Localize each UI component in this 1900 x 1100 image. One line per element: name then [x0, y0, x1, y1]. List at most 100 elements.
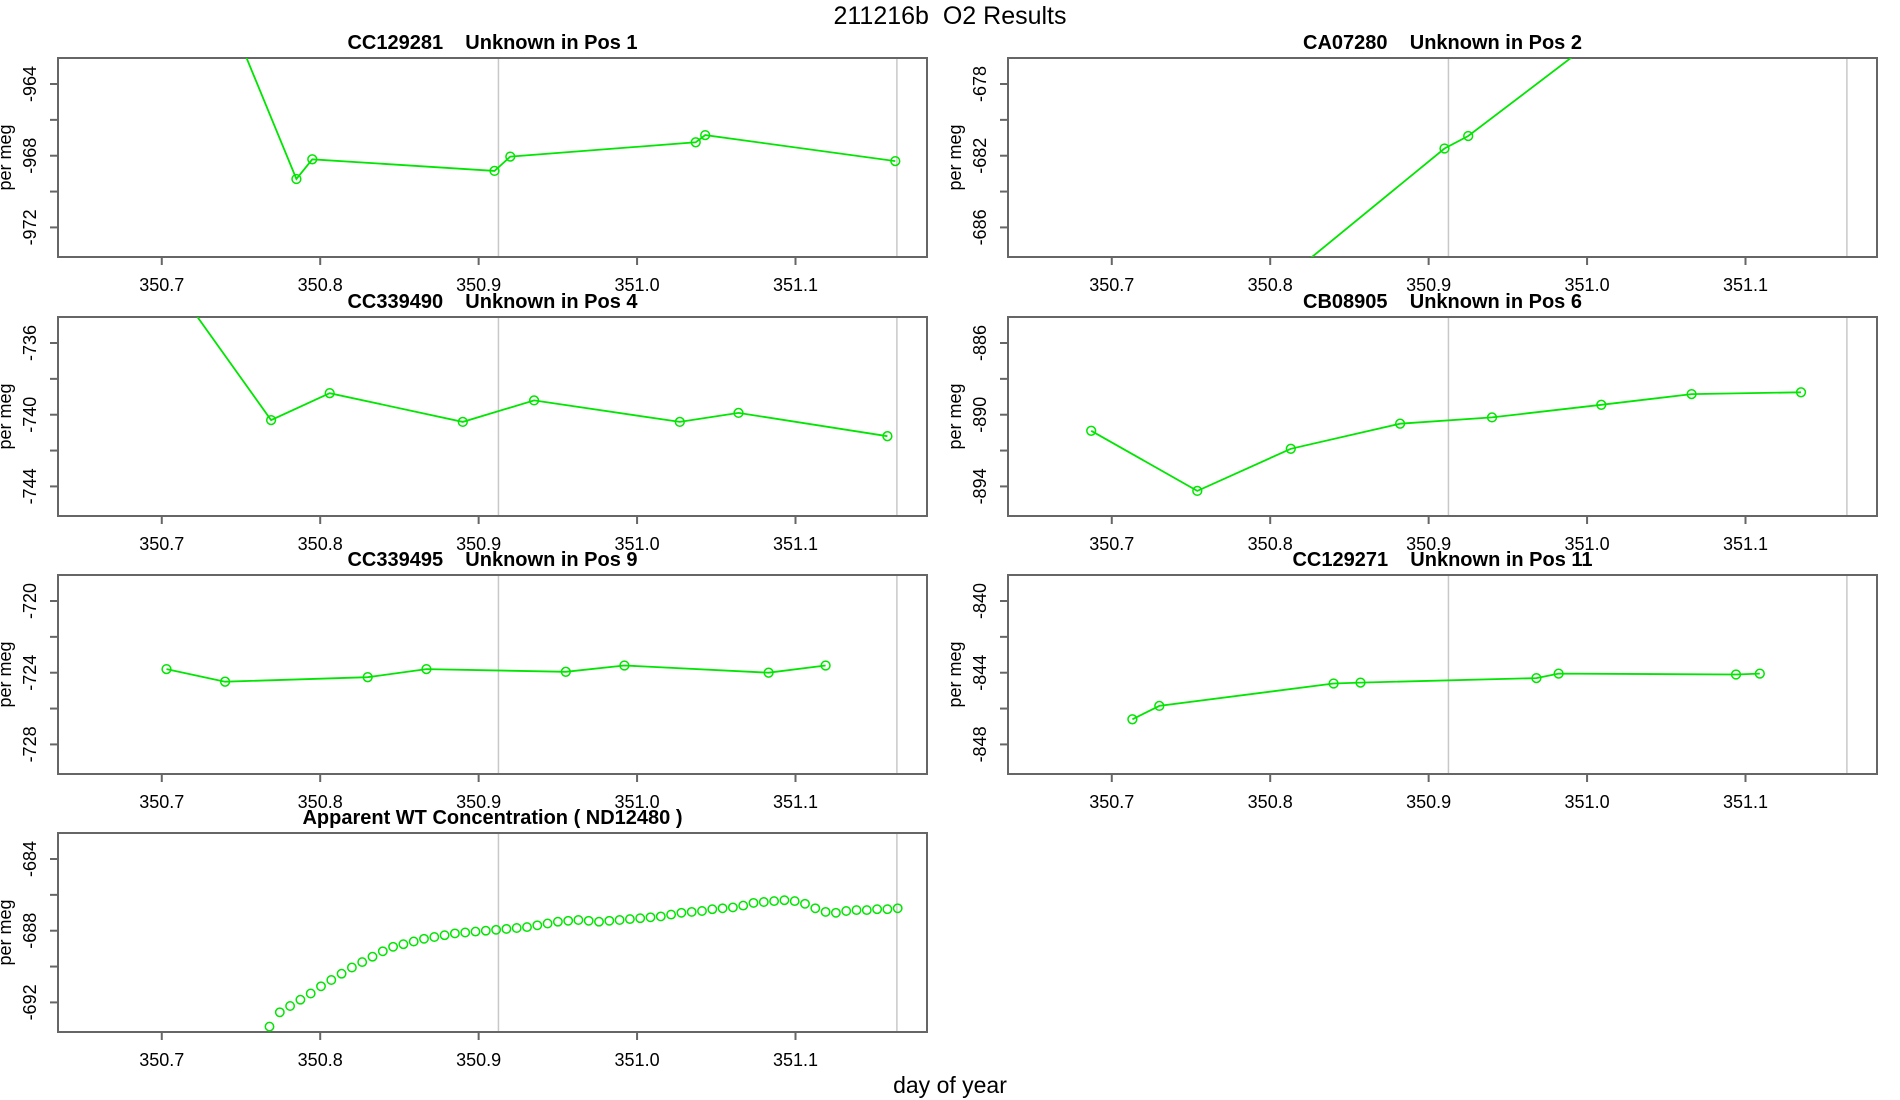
- plot-box: [1007, 57, 1878, 258]
- data-point-marker: [872, 904, 883, 915]
- data-point-marker: [769, 896, 780, 907]
- y-tick-label: -890: [970, 397, 990, 433]
- data-point-marker: [690, 137, 701, 148]
- data-point-marker: [357, 957, 368, 968]
- y-tick-label: -736: [20, 325, 40, 361]
- y-tick-label: -886: [970, 325, 990, 361]
- x-tick-label: 350.7: [139, 1050, 184, 1070]
- data-point-marker: [635, 913, 646, 924]
- y-tick-label: -844: [970, 655, 990, 691]
- data-point-marker: [305, 988, 316, 999]
- data-point-marker: [892, 903, 903, 914]
- per-meg-axis-label: per meg: [0, 641, 15, 707]
- data-point-marker: [573, 915, 584, 925]
- data-series-line: [1131, 672, 1760, 721]
- data-point-marker: [1553, 668, 1564, 679]
- data-point-marker: [528, 395, 540, 406]
- data-point-marker: [408, 936, 419, 947]
- x-tick-label: 351.1: [1723, 275, 1768, 295]
- subplot-wt: 350.7 350.8 350.9 351.0 351.1 -692 -688 -684 per…: [0, 807, 928, 1070]
- x-tick-label: 351.0: [615, 275, 660, 295]
- data-point-marker: [489, 165, 500, 177]
- data-point-marker: [285, 1001, 296, 1011]
- x-tick-label: 350.7: [139, 534, 184, 554]
- y-tick-label: -720: [20, 583, 40, 619]
- data-series-line: [1310, 58, 1573, 257]
- x-tick-label: 351.0: [615, 792, 660, 812]
- data-point-marker: [1192, 485, 1203, 497]
- y-tick-label: -686: [970, 209, 990, 245]
- data-series-line: [166, 664, 826, 683]
- data-point-marker: [377, 946, 388, 957]
- data-series-line: [196, 317, 888, 438]
- y-tick-label: -740: [20, 397, 40, 433]
- data-point-marker: [439, 930, 450, 941]
- data-layer: [196, 317, 893, 442]
- data-point-marker: [542, 918, 553, 929]
- data-point-marker: [666, 909, 677, 920]
- x-tick-label: 350.8: [1248, 792, 1293, 812]
- y-tick-label: -848: [970, 726, 990, 762]
- data-point-marker: [655, 911, 666, 922]
- x-tick-label: 351.1: [773, 275, 818, 295]
- data-point-marker: [421, 663, 432, 675]
- data-layer: [245, 58, 901, 185]
- subplot-pos11: 350.7 350.8 350.9 351.0 351.1 -848 -844 -840 per…: [945, 549, 1878, 812]
- data-point-marker: [1486, 412, 1498, 423]
- data-point-marker: [316, 981, 326, 992]
- x-tick-label: 350.8: [298, 275, 343, 295]
- subplot-pos9: 350.7 350.8 350.9 351.0 351.1 -728 -724 -720 per…: [0, 549, 928, 812]
- data-point-marker: [733, 407, 744, 419]
- data-point-marker: [604, 915, 615, 926]
- x-tick-label: 350.9: [456, 534, 501, 554]
- x-tick-label: 350.8: [298, 792, 343, 812]
- figure-title: 211216b O2 Results: [833, 2, 1067, 30]
- data-point-marker: [1531, 672, 1542, 684]
- subplot-title: CA07280 Unknown in Pos 2: [1303, 32, 1582, 54]
- data-point-marker: [841, 906, 852, 916]
- data-point-marker: [810, 903, 821, 914]
- y-tick-label: -972: [20, 209, 40, 245]
- data-point-marker: [367, 951, 378, 962]
- data-point-marker: [291, 173, 302, 185]
- x-tick-label: 350.8: [1248, 275, 1293, 295]
- x-tick-label: 350.7: [1089, 275, 1134, 295]
- y-tick-label: -678: [970, 66, 990, 102]
- plot-box: [57, 574, 928, 775]
- data-point-marker: [336, 968, 347, 979]
- data-point-marker: [820, 660, 831, 671]
- data-point-marker: [552, 916, 563, 927]
- data-point-marker: [707, 904, 718, 915]
- x-tick-label: 351.0: [615, 534, 660, 554]
- data-layer: [1310, 58, 1573, 257]
- data-point-marker: [362, 672, 373, 683]
- data-point-marker: [763, 667, 774, 678]
- x-tick-label: 350.7: [139, 792, 184, 812]
- data-point-marker: [882, 904, 893, 915]
- data-point-marker: [563, 915, 574, 926]
- data-point-marker: [727, 902, 738, 913]
- subplot-title: Apparent WT Concentration ( ND12480 ): [302, 807, 682, 829]
- x-tick-label: 350.8: [298, 1050, 343, 1070]
- y-tick-label: -682: [970, 138, 990, 174]
- data-point-marker: [1795, 387, 1807, 398]
- data-point-marker: [583, 915, 594, 926]
- data-point-marker: [645, 912, 656, 923]
- data-point-marker: [219, 676, 231, 687]
- data-point-marker: [851, 905, 862, 916]
- per-meg-axis-label: per meg: [945, 124, 965, 190]
- data-point-marker: [274, 1007, 285, 1018]
- per-meg-axis-label: per meg: [945, 641, 965, 707]
- x-tick-label: 351.0: [1565, 792, 1610, 812]
- per-meg-axis-label: per meg: [945, 383, 965, 449]
- y-tick-label: -840: [970, 583, 990, 619]
- y-tick-label: -688: [20, 913, 40, 949]
- x-tick-label: 351.1: [773, 792, 818, 812]
- y-tick-label: -744: [20, 468, 40, 504]
- data-series-line: [245, 58, 896, 181]
- y-tick-label: -964: [20, 66, 40, 102]
- data-point-marker: [326, 975, 337, 985]
- subplot-title: CC339495 Unknown in Pos 9: [347, 549, 637, 571]
- x-tick-label: 350.8: [298, 534, 343, 554]
